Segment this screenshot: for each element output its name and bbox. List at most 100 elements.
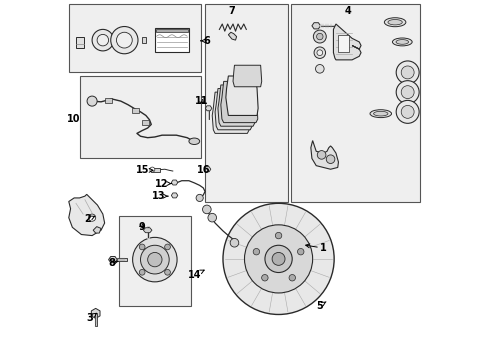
Text: 5: 5 [316, 301, 325, 311]
Circle shape [261, 275, 267, 281]
Circle shape [139, 244, 145, 250]
Circle shape [271, 252, 285, 265]
Circle shape [264, 245, 292, 273]
Circle shape [140, 245, 169, 274]
Polygon shape [218, 85, 254, 126]
Polygon shape [228, 32, 236, 40]
Ellipse shape [395, 40, 408, 44]
Ellipse shape [188, 138, 199, 144]
Circle shape [313, 47, 325, 58]
Polygon shape [93, 226, 101, 233]
Circle shape [230, 238, 238, 247]
Circle shape [395, 81, 418, 104]
Bar [204, 4, 287, 202]
Text: 8: 8 [108, 258, 118, 268]
Polygon shape [333, 24, 360, 60]
Bar [142, 37, 145, 43]
Polygon shape [143, 228, 152, 233]
Text: 1: 1 [305, 243, 326, 253]
Polygon shape [221, 81, 257, 123]
Circle shape [110, 27, 138, 54]
Text: 11: 11 [194, 96, 208, 106]
Text: 10: 10 [67, 114, 81, 124]
Circle shape [139, 269, 145, 275]
Ellipse shape [373, 111, 387, 116]
Bar [69, 4, 201, 72]
Polygon shape [311, 23, 320, 29]
Circle shape [400, 105, 413, 118]
Circle shape [164, 244, 170, 250]
Ellipse shape [369, 110, 391, 118]
Text: 7: 7 [228, 6, 235, 17]
Circle shape [97, 35, 108, 46]
Polygon shape [212, 92, 249, 134]
Circle shape [315, 64, 324, 73]
Circle shape [297, 248, 304, 255]
Bar [80, 76, 201, 158]
Text: 16: 16 [196, 165, 209, 175]
Circle shape [395, 100, 418, 123]
Text: 13: 13 [151, 191, 168, 201]
Circle shape [88, 214, 96, 221]
Polygon shape [204, 167, 210, 172]
Text: 6: 6 [200, 36, 210, 46]
Circle shape [317, 150, 325, 159]
Circle shape [316, 33, 323, 40]
Circle shape [400, 86, 413, 99]
Circle shape [275, 232, 281, 239]
Circle shape [207, 213, 216, 222]
Polygon shape [215, 89, 251, 130]
Polygon shape [310, 140, 338, 169]
Circle shape [223, 203, 333, 315]
Bar [117, 258, 127, 261]
Circle shape [116, 32, 132, 48]
Polygon shape [91, 309, 100, 319]
Polygon shape [108, 257, 117, 263]
Bar [76, 37, 83, 48]
Polygon shape [171, 193, 178, 198]
Ellipse shape [384, 18, 405, 27]
Bar [131, 108, 139, 113]
Circle shape [92, 30, 113, 51]
Ellipse shape [392, 38, 411, 46]
Circle shape [147, 252, 162, 267]
Circle shape [253, 248, 259, 255]
Polygon shape [233, 65, 261, 87]
Text: 15: 15 [135, 165, 153, 175]
Text: 3: 3 [86, 313, 96, 323]
Bar [155, 28, 188, 51]
Bar [94, 314, 97, 326]
Circle shape [227, 104, 240, 117]
Polygon shape [69, 194, 104, 235]
Ellipse shape [387, 19, 402, 25]
Bar [142, 120, 149, 125]
Circle shape [202, 205, 211, 214]
Text: 9: 9 [139, 222, 145, 231]
Circle shape [325, 155, 334, 163]
Circle shape [224, 107, 237, 120]
Text: 12: 12 [154, 179, 171, 189]
Circle shape [233, 96, 246, 109]
Circle shape [230, 100, 243, 113]
Text: 4: 4 [345, 6, 351, 17]
Bar [156, 29, 187, 32]
Circle shape [244, 225, 312, 293]
Circle shape [313, 30, 325, 43]
Bar [119, 216, 190, 306]
Circle shape [196, 194, 203, 202]
Circle shape [149, 167, 155, 172]
Polygon shape [225, 76, 258, 116]
Circle shape [316, 50, 322, 55]
Circle shape [132, 237, 177, 282]
Circle shape [395, 61, 418, 84]
Circle shape [87, 96, 97, 106]
Polygon shape [171, 180, 178, 185]
Circle shape [164, 269, 170, 275]
Circle shape [400, 66, 413, 79]
Bar [104, 98, 112, 103]
Circle shape [288, 275, 295, 281]
Text: 2: 2 [84, 215, 95, 224]
Bar [338, 35, 348, 51]
Bar [290, 4, 419, 202]
Text: 14: 14 [187, 270, 204, 280]
